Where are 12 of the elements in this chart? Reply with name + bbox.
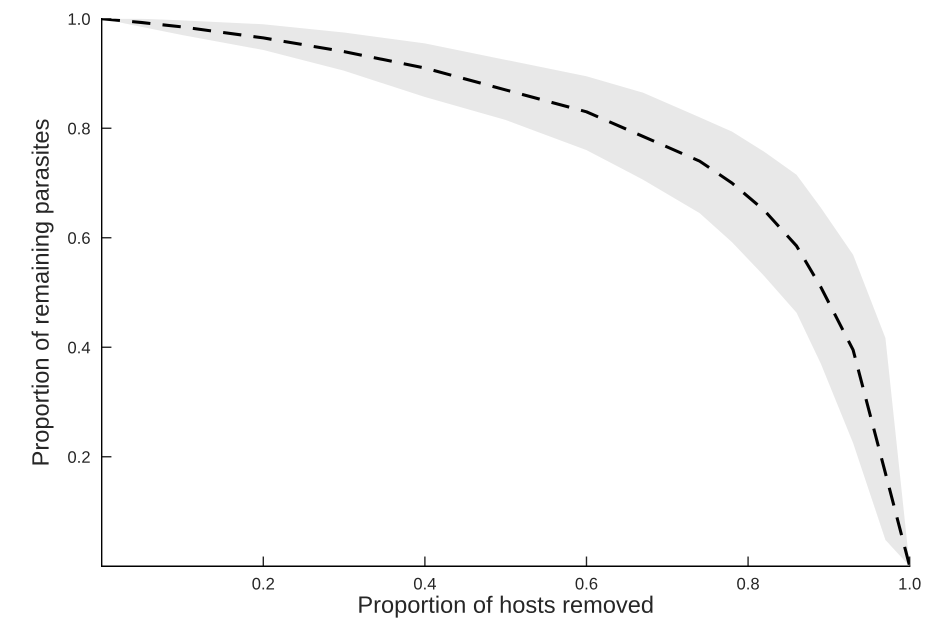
y-tick-label: 1.0: [68, 13, 90, 25]
x-tick-label: 0.4: [414, 578, 436, 590]
y-axis-title: Proportion of remaining parasites: [32, 119, 54, 464]
y-tick-label: 0.2: [68, 451, 90, 463]
x-tick-label: 1.0: [899, 578, 921, 590]
x-tick-label: 0.8: [737, 578, 759, 590]
y-tick-label: 0.4: [68, 342, 90, 354]
x-tick-label: 0.6: [576, 578, 598, 590]
x-tick-label: 0.2: [252, 578, 274, 590]
y-tick-label: 0.8: [68, 122, 90, 134]
x-axis-title: Proportion of hosts removed: [359, 596, 652, 618]
y-tick-label: 0.6: [68, 232, 90, 244]
